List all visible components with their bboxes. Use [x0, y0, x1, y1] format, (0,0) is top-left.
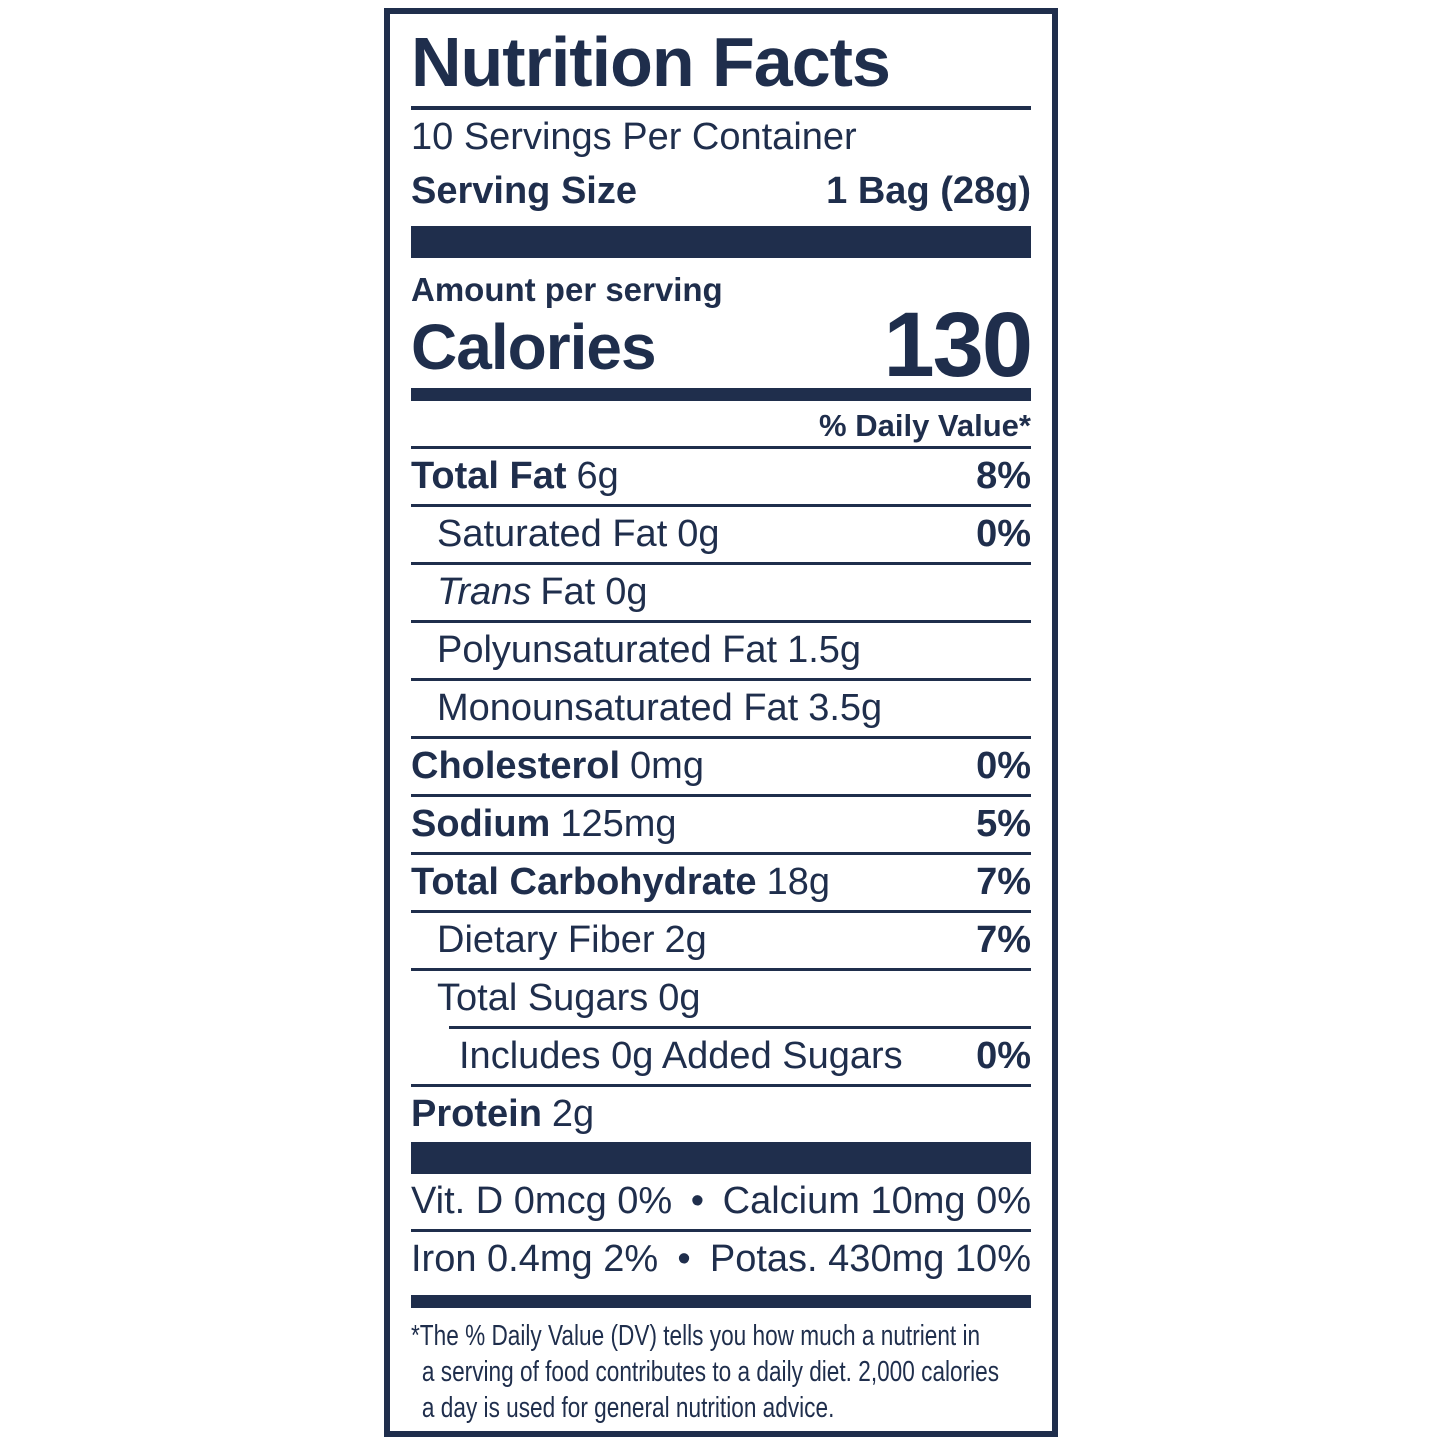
nutrient-name: Dietary Fiber	[437, 919, 655, 961]
nutrient-row-cholesterol: Cholesterol 0mg 0%	[411, 739, 1031, 797]
servings-per-container: 10 Servings Per Container	[411, 116, 857, 158]
micronutrient-right: Calcium 10mg 0%	[722, 1180, 1031, 1222]
serving-size-value: 1 Bag (28g)	[826, 170, 1031, 212]
nutrient-name: Monounsaturated Fat	[437, 687, 799, 729]
nutrient-name: Fat	[540, 571, 596, 613]
micronutrient-row-1: Vit. D 0mcg 0% • Calcium 10mg 0%	[411, 1174, 1031, 1232]
nutrient-row-dietary-fiber: Dietary Fiber 2g 7%	[411, 913, 1031, 971]
separator-bar-thick	[411, 226, 1031, 258]
nutrient-name: Total Carbohydrate	[411, 861, 757, 903]
nutrient-name: Polyunsaturated Fat	[437, 629, 778, 671]
nutrient-name: Includes 0g Added Sugars	[459, 1035, 903, 1077]
indented-rule	[449, 1026, 1031, 1029]
micronutrient-left: Vit. D 0mcg 0%	[411, 1180, 673, 1222]
nutrient-amount: 0g	[658, 977, 701, 1019]
nutrient-left: Dietary Fiber 2g	[411, 919, 707, 962]
calories-row: Calories 130	[411, 294, 1033, 396]
nutrient-daily-value: 0%	[976, 745, 1031, 787]
nutrient-left: Total Fat 6g	[411, 455, 619, 498]
nutrient-daily-value: 7%	[976, 861, 1031, 903]
nutrient-left: Saturated Fat 0g	[411, 513, 720, 556]
serving-size-row: Serving Size 1 Bag (28g)	[411, 168, 1031, 214]
nutrient-row-added-sugars: Includes 0g Added Sugars 0%	[411, 1029, 1031, 1087]
nutrient-amount: 2g	[551, 1093, 595, 1135]
nutrient-name: Total Sugars	[437, 977, 649, 1019]
nutrition-facts-label: Nutrition Facts 10 Servings Per Containe…	[384, 8, 1058, 1437]
nutrient-row-monounsaturated-fat: Monounsaturated Fat 3.5g	[411, 681, 1031, 739]
footnote-line: a serving of food contributes to a daily…	[421, 1356, 1000, 1388]
micronutrient-right: Potas. 430mg 10%	[709, 1238, 1031, 1280]
nutrient-amount: 0g	[605, 571, 648, 613]
amount-per-serving-label: Amount per serving	[411, 271, 723, 308]
nutrient-daily-value: 0%	[976, 513, 1031, 555]
nutrient-left: Monounsaturated Fat 3.5g	[411, 687, 882, 730]
nutrient-name-italic: Trans	[437, 571, 532, 613]
calories-label: Calories	[411, 311, 657, 383]
nutrient-row-sodium: Sodium 125mg 5%	[411, 797, 1031, 855]
nutrient-name: Total Fat	[411, 455, 567, 497]
daily-value-header: % Daily Value*	[411, 401, 1031, 449]
calories-value: 130	[883, 294, 1033, 396]
nutrient-left: Total Sugars 0g	[411, 977, 701, 1020]
separator-bar-medium	[411, 388, 1031, 401]
micronutrient-row-2: Iron 0.4mg 2% • Potas. 430mg 10%	[411, 1232, 1031, 1287]
daily-value-footnote: *The % Daily Value (DV) tells you how mu…	[411, 1318, 1031, 1426]
nutrient-amount: 0g	[677, 513, 720, 555]
nutrient-row-trans-fat: Trans Fat 0g	[411, 565, 1031, 623]
nutrient-left: Trans Fat 0g	[411, 571, 648, 614]
nutrient-left: Sodium 125mg	[411, 803, 677, 846]
nutrient-amount: 125mg	[560, 803, 677, 845]
nutrient-row-protein: Protein 2g	[411, 1087, 1031, 1142]
nutrient-daily-value: 0%	[976, 1035, 1031, 1077]
nutrient-name: Saturated Fat	[437, 513, 668, 555]
nutrient-amount: 3.5g	[808, 687, 883, 729]
label-title: Nutrition Facts	[411, 22, 1031, 110]
nutrient-left: Cholesterol 0mg	[411, 745, 704, 788]
nutrient-left: Total Carbohydrate 18g	[411, 861, 830, 904]
footnote-line: *The % Daily Value (DV) tells you how mu…	[411, 1320, 981, 1352]
nutrient-daily-value: 7%	[976, 919, 1031, 961]
bullet-separator: •	[690, 1180, 705, 1222]
nutrient-left: Protein 2g	[411, 1093, 594, 1136]
nutrient-amount: 1.5g	[787, 629, 862, 671]
footnote-line: a day is used for general nutrition advi…	[421, 1392, 835, 1424]
nutrient-daily-value: 5%	[976, 803, 1031, 845]
nutrient-row-saturated-fat: Saturated Fat 0g 0%	[411, 507, 1031, 565]
nutrient-row-total-sugars: Total Sugars 0g	[411, 971, 1031, 1026]
micronutrient-left: Iron 0.4mg 2%	[411, 1238, 659, 1280]
nutrient-left: Includes 0g Added Sugars	[411, 1035, 913, 1078]
nutrient-amount: 2g	[664, 919, 707, 961]
separator-bar-thick	[411, 1142, 1031, 1174]
serving-size-label: Serving Size	[411, 170, 637, 212]
nutrient-amount: 18g	[766, 861, 830, 903]
nutrient-name: Cholesterol	[411, 745, 621, 787]
nutrient-amount: 0mg	[630, 745, 704, 787]
separator-bar-medium	[411, 1295, 1031, 1308]
nutrient-amount: 6g	[576, 455, 619, 497]
nutrient-name: Sodium	[411, 803, 551, 845]
nutrient-daily-value: 8%	[976, 455, 1031, 497]
nutrient-row-total-fat: Total Fat 6g 8%	[411, 449, 1031, 507]
nutrient-name: Protein	[411, 1093, 542, 1135]
nutrient-row-total-carbohydrate: Total Carbohydrate 18g 7%	[411, 855, 1031, 913]
nutrient-row-polyunsaturated-fat: Polyunsaturated Fat 1.5g	[411, 623, 1031, 681]
nutrient-left: Polyunsaturated Fat 1.5g	[411, 629, 861, 672]
bullet-separator: •	[677, 1238, 691, 1280]
